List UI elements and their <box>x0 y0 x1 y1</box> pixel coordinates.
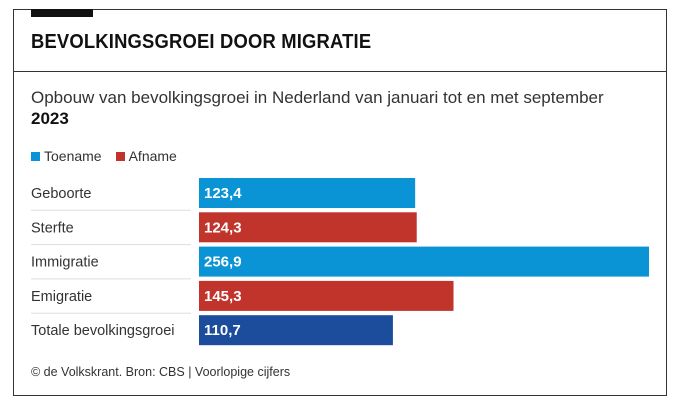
legend: Toename Afname <box>31 148 191 164</box>
header-accent-bar <box>31 9 93 17</box>
category-label-geboorte: Geboorte <box>31 186 91 202</box>
bar-emigratie <box>199 280 454 311</box>
value-label-geboorte: 123,4 <box>204 185 242 202</box>
bar-geboorte <box>199 178 416 208</box>
category-label-immigratie: Immigratie <box>31 255 99 271</box>
legend-swatch-toename <box>31 151 40 161</box>
chart-frame <box>13 9 667 396</box>
legend-item-toename: Toename <box>31 148 102 164</box>
bar-immigratie <box>199 246 649 277</box>
bar-sterfte <box>199 212 417 243</box>
source-footer: © de Volkskrant. Bron: CBS | Voorlopige … <box>31 365 291 379</box>
value-label-emigratie: 145,3 <box>204 288 242 305</box>
bar-totale-bevolkingsgroei <box>199 315 393 346</box>
title-divider <box>13 71 667 72</box>
legend-label-toename: Toename <box>44 148 102 164</box>
chart-title: BEVOLKINGSGROEI DOOR MIGRATIE <box>31 31 372 53</box>
category-label-totale-bevolkingsgroei: Totale bevolkingsgroei <box>31 323 174 339</box>
value-label-totale-bevolkingsgroei: 110,7 <box>204 322 241 339</box>
subtitle-year: 2023 <box>31 109 69 128</box>
value-label-sterfte: 124,3 <box>204 219 242 236</box>
chart-subtitle: Opbouw van bevolkingsgroei in Nederland … <box>31 87 651 129</box>
value-label-immigratie: 256,9 <box>204 254 242 271</box>
legend-item-afname: Afname <box>115 148 177 164</box>
category-label-emigratie: Emigratie <box>31 289 92 305</box>
subtitle-text: Opbouw van bevolkingsgroei in Nederland … <box>31 88 604 107</box>
legend-swatch-afname <box>115 151 125 161</box>
category-label-sterfte: Sterfte <box>31 220 74 236</box>
legend-label-afname: Afname <box>128 148 177 164</box>
